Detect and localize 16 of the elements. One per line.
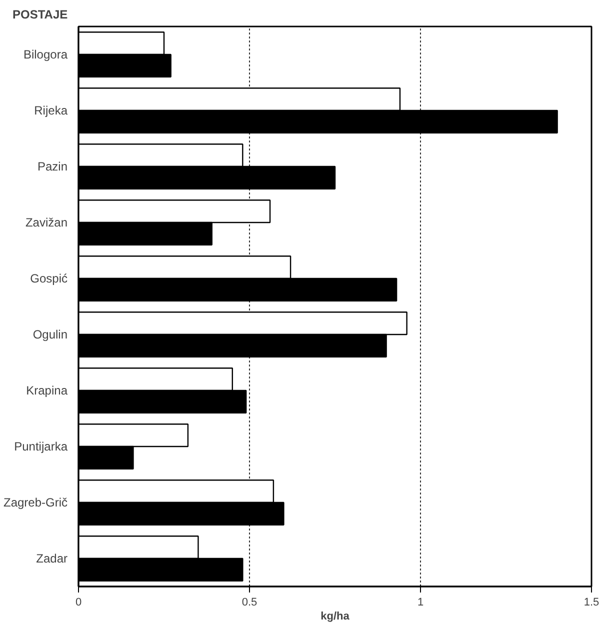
y-tick-label: Bilogora xyxy=(23,48,68,62)
x-tick-label: 1.5 xyxy=(584,596,600,608)
y-tick-label: Puntijarka xyxy=(14,440,68,454)
x-tick-label: 0 xyxy=(75,596,82,608)
y-tick-label: Zagreb-Grič xyxy=(3,496,68,510)
x-axis-title: kg/ha xyxy=(320,610,350,622)
y-tick-label: Rijeka xyxy=(34,104,68,118)
x-tick-label: 0.5 xyxy=(242,596,258,608)
y-tick-label: Pazin xyxy=(37,160,68,174)
y-tick-label: Gospić xyxy=(30,272,68,286)
x-tick-label: 1 xyxy=(417,596,424,608)
y-tick-label: Zavižan xyxy=(25,216,68,230)
y-tick-label: Zadar xyxy=(36,552,68,566)
y-axis-title: POSTAJE xyxy=(12,8,68,22)
y-tick-label: Krapina xyxy=(26,384,68,398)
y-tick-label: Ogulin xyxy=(32,328,68,342)
